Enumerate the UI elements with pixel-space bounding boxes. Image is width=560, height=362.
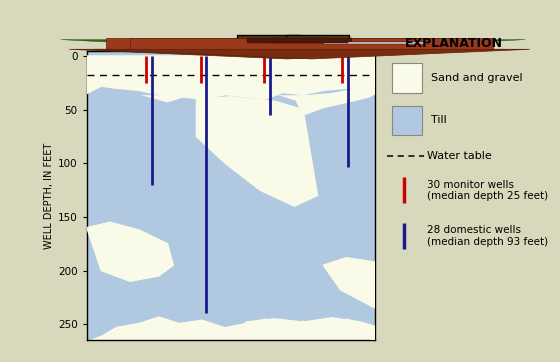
FancyBboxPatch shape <box>392 63 422 93</box>
FancyBboxPatch shape <box>286 35 349 39</box>
Polygon shape <box>61 39 476 50</box>
Polygon shape <box>94 49 530 59</box>
FancyBboxPatch shape <box>248 38 327 43</box>
FancyBboxPatch shape <box>130 38 493 49</box>
FancyBboxPatch shape <box>272 38 352 43</box>
Polygon shape <box>110 39 525 50</box>
Text: 28 domestic wells
(median depth 93 feet): 28 domestic wells (median depth 93 feet) <box>427 225 548 247</box>
Polygon shape <box>87 56 375 99</box>
Y-axis label: WELL DEPTH, IN FEET: WELL DEPTH, IN FEET <box>44 142 54 249</box>
Text: EXPLANATION: EXPLANATION <box>405 37 503 50</box>
Text: Water table: Water table <box>427 151 492 161</box>
FancyBboxPatch shape <box>348 42 428 44</box>
Polygon shape <box>197 97 318 206</box>
Polygon shape <box>323 258 375 308</box>
Polygon shape <box>295 88 375 115</box>
Polygon shape <box>87 86 375 340</box>
Text: Sand and gravel: Sand and gravel <box>431 73 522 83</box>
Polygon shape <box>113 43 424 51</box>
FancyBboxPatch shape <box>105 38 469 49</box>
Polygon shape <box>245 318 375 340</box>
Polygon shape <box>69 49 505 59</box>
FancyBboxPatch shape <box>392 106 422 135</box>
FancyBboxPatch shape <box>237 35 300 39</box>
Polygon shape <box>162 43 473 51</box>
Polygon shape <box>87 56 375 69</box>
Text: Till: Till <box>431 115 446 125</box>
Polygon shape <box>87 222 174 281</box>
Text: 30 monitor wells
(median depth 25 feet): 30 monitor wells (median depth 25 feet) <box>427 180 548 201</box>
Polygon shape <box>87 56 375 94</box>
FancyBboxPatch shape <box>324 42 404 44</box>
Polygon shape <box>87 56 375 340</box>
